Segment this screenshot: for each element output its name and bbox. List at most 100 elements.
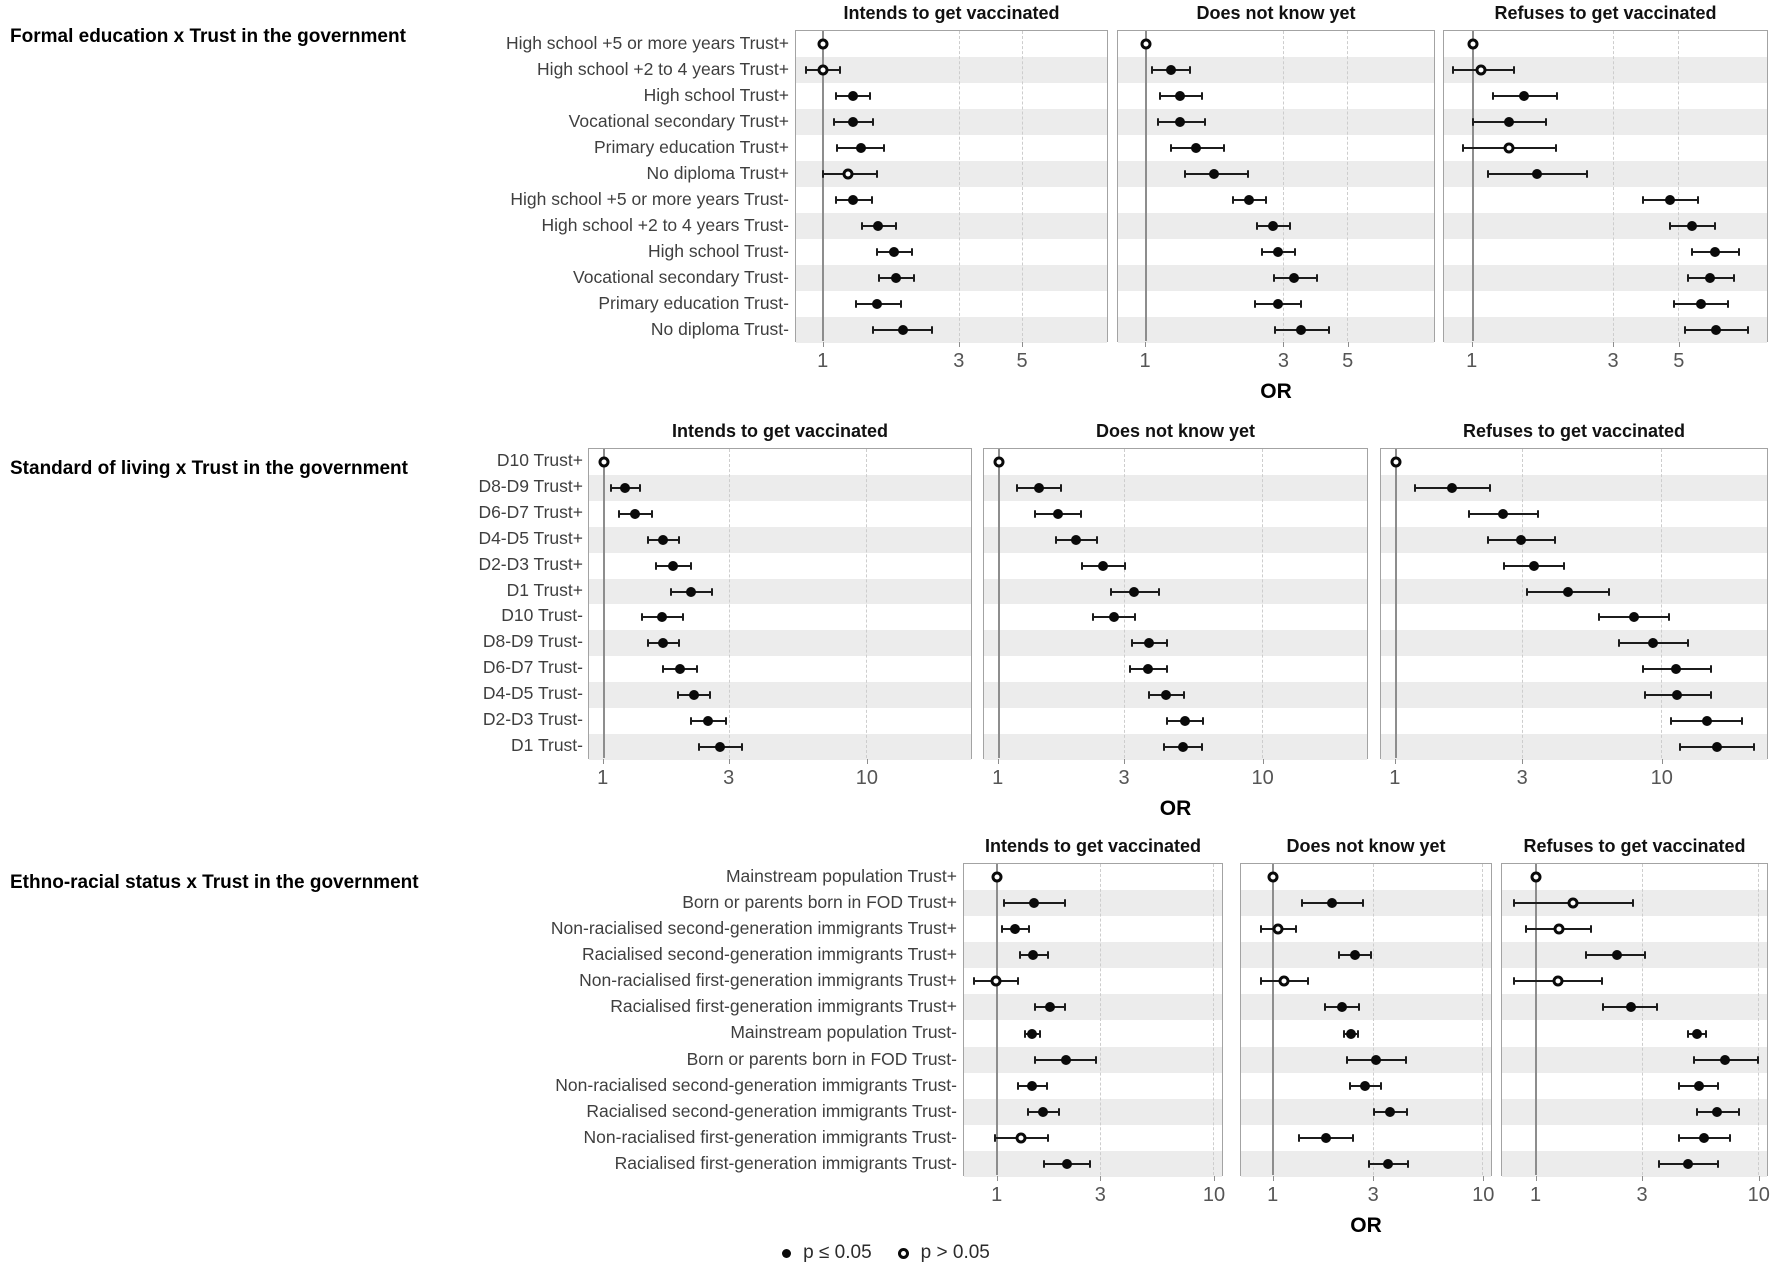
row-label: D10 Trust+ <box>496 450 583 470</box>
ci-cap-high <box>1696 196 1699 204</box>
ci-cap-low <box>1343 1029 1346 1038</box>
x-tick-label: 5 <box>1016 350 1028 372</box>
gridline <box>1522 449 1524 758</box>
point-marker-open <box>1530 871 1542 883</box>
reference-line-or-1 <box>997 449 1000 758</box>
point-marker-open <box>1503 142 1515 154</box>
panel-title: Refuses to get vaccinated <box>1523 836 1746 856</box>
row-stripe <box>1381 630 1767 657</box>
x-axis-tick <box>1283 342 1285 347</box>
ci-cap-low <box>1131 639 1134 648</box>
row-stripe <box>984 578 1367 605</box>
row-label: Vocational secondary Trust+ <box>568 111 789 131</box>
ci-cap-low <box>833 118 836 126</box>
ci-cap-high <box>1753 743 1756 752</box>
x-axis-label-or: OR <box>1260 380 1292 403</box>
point-marker-filled <box>856 143 867 153</box>
x-tick-label: 10 <box>1650 767 1673 789</box>
ci-cap-low <box>1231 196 1234 204</box>
row-stripe <box>964 994 1222 1021</box>
point-marker-filled <box>1693 1080 1704 1091</box>
ci-cap-low <box>1323 1003 1326 1012</box>
point-marker-filled <box>714 742 725 753</box>
group-title: Formal education x Trust in the governme… <box>10 26 406 47</box>
point-marker-filled <box>658 534 669 545</box>
row-label: Primary education Trust- <box>598 293 789 313</box>
ci-cap-high <box>1404 1055 1407 1064</box>
panel-title: Refuses to get vaccinated <box>1494 3 1717 23</box>
ci-cap-low <box>1034 1055 1037 1064</box>
row-label: High school +5 or more years Trust- <box>510 189 789 209</box>
point-marker-filled <box>1174 117 1185 127</box>
gridline <box>1661 449 1663 758</box>
ci-cap-high <box>1188 66 1191 74</box>
x-axis-tick <box>1347 342 1349 347</box>
row-label: Primary education Trust+ <box>593 137 789 157</box>
x-tick-label: 1 <box>1139 350 1151 372</box>
point-marker-open <box>1272 923 1284 935</box>
point-marker-filled <box>1327 898 1338 909</box>
ci-cap-low <box>1023 1029 1026 1038</box>
ci-cap-high <box>1545 118 1548 126</box>
ci-cap-low <box>835 92 838 100</box>
ci-cap-high <box>1089 1159 1092 1168</box>
legend-item-significant: p ≤ 0.05 <box>782 1242 872 1264</box>
row-stripe <box>589 734 971 760</box>
point-marker-filled <box>1611 950 1622 961</box>
row-label: Racialised second-generation immigrants … <box>586 1100 957 1121</box>
point-marker-filled <box>1504 117 1514 127</box>
plot-area <box>1117 30 1435 343</box>
row-stripe <box>796 213 1107 239</box>
ci-cap-low <box>872 326 875 334</box>
row-label: No diploma Trust- <box>650 319 789 339</box>
point-marker-filled <box>1320 1132 1331 1143</box>
ci-cap-high <box>725 717 728 726</box>
point-marker-filled <box>1071 534 1082 545</box>
panel-3: Refuses to get vaccinated 1 3 10 <box>1501 830 1770 1266</box>
ci-cap-low <box>1693 1055 1696 1064</box>
row-stripe <box>964 1150 1222 1177</box>
ci-cap-high <box>1370 951 1373 960</box>
ci-cap-high <box>869 92 872 100</box>
point-marker-filled <box>1027 1028 1038 1039</box>
panel-1: Intends to get vaccinated 1 3 10 <box>963 830 1225 1266</box>
row-label: Non-racialised first-generation immigran… <box>583 1126 957 1147</box>
ci-cap-high <box>1306 977 1309 986</box>
row-label: High school Trust+ <box>643 85 789 105</box>
point-marker-filled <box>1174 91 1185 101</box>
gridline <box>1613 31 1615 341</box>
point-marker-filled <box>1672 690 1683 701</box>
panel-title: Intends to get vaccinated <box>671 421 889 441</box>
panel-title: Does not know yet <box>1095 421 1256 441</box>
panel-1: Intends to get vaccinated 1 3 5 <box>795 0 1108 432</box>
row-stripe <box>1241 1150 1491 1177</box>
plot-area <box>1240 863 1492 1177</box>
ci-cap-low <box>1034 509 1037 518</box>
ci-cap-high <box>1057 1107 1060 1116</box>
plot-area <box>963 863 1223 1177</box>
point-marker-filled <box>1705 273 1716 283</box>
ci-cap-low <box>1368 1159 1371 1168</box>
ci-cap-high <box>1200 92 1203 100</box>
point-marker-filled <box>1698 1132 1709 1143</box>
x-axis-tick <box>1483 1176 1485 1181</box>
point-marker-open <box>1278 975 1290 987</box>
row-label: Non-racialised second-generation immigra… <box>555 1074 957 1095</box>
ci-cap-high <box>1737 1107 1740 1116</box>
ci-cap-high <box>912 274 915 282</box>
point-marker-filled <box>1061 1158 1072 1169</box>
ci-cap-low <box>1017 1081 1020 1090</box>
ci-cap-high <box>651 509 654 518</box>
ci-cap-low <box>661 665 664 674</box>
point-marker-filled <box>872 299 883 309</box>
gridline <box>1347 31 1349 341</box>
x-axis-tick <box>1373 1176 1375 1181</box>
ci-cap-high <box>931 326 934 334</box>
point-marker-filled <box>873 221 884 231</box>
ci-cap-high <box>872 118 875 126</box>
ci-cap-low <box>698 743 701 752</box>
panel-title: Refuses to get vaccinated <box>1462 421 1686 441</box>
point-marker-open <box>1267 871 1279 883</box>
x-tick-label: 1 <box>1267 1184 1279 1206</box>
ci-cap-high <box>894 222 897 230</box>
